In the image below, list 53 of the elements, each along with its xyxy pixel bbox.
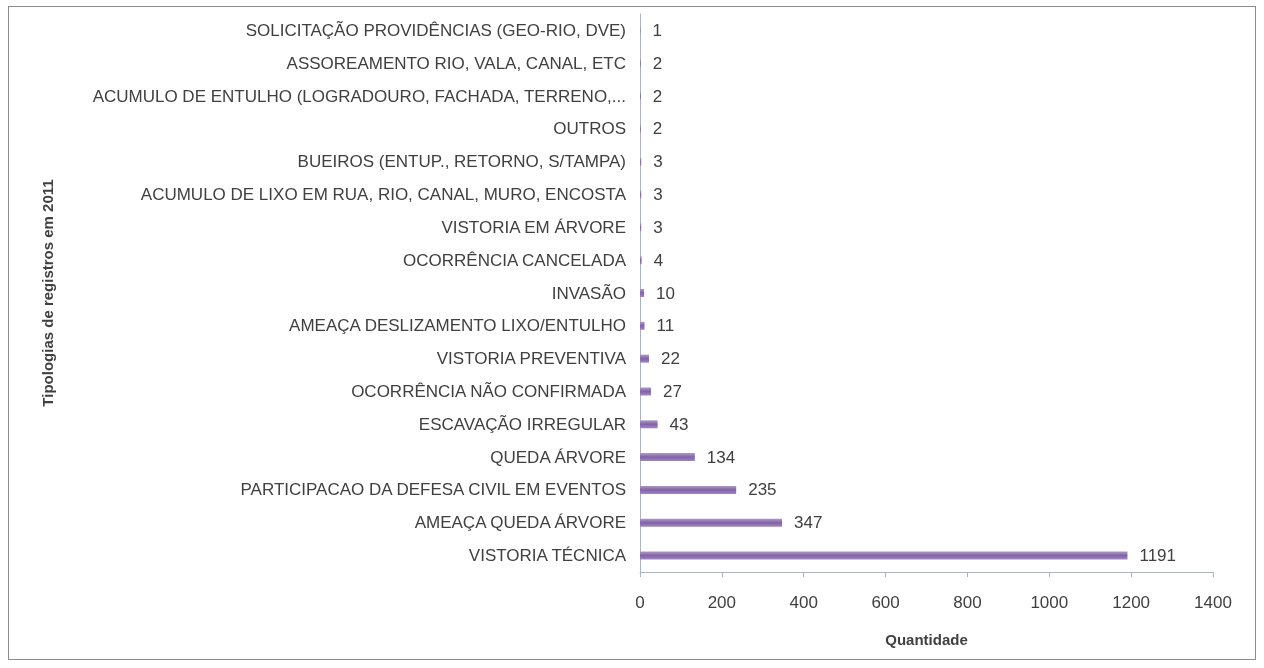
data-label: 235 [748, 480, 777, 500]
y-tick-label: ASSOREAMENTO RIO, VALA, CANAL, ETC [286, 53, 626, 73]
bar [640, 354, 649, 363]
y-tick-label: VISTORIA EM ÁRVORE [441, 217, 626, 237]
y-tick-label: OUTROS [553, 119, 626, 139]
bar [640, 518, 783, 527]
x-axis-title: Quantidade [885, 631, 968, 648]
data-label: 27 [663, 381, 682, 401]
y-tick-label: AMEAÇA QUEDA ÁRVORE [414, 513, 626, 533]
bar [640, 420, 658, 429]
y-tick-label: AMEAÇA DESLIZAMENTO LIXO/ENTULHO [289, 316, 626, 336]
x-tick-label: 400 [789, 593, 818, 612]
data-label: 134 [706, 447, 736, 467]
data-label: 3 [653, 185, 663, 205]
data-label: 1191 [1139, 546, 1177, 566]
x-tick-label: 1000 [1030, 593, 1069, 612]
y-tick-label: INVASÃO [551, 283, 626, 303]
y-tick-label: ACUMULO DE LIXO EM RUA, RIO, CANAL, MURO, ENCOSTA [140, 185, 627, 205]
y-tick-label: VISTORIA PREVENTIVA [436, 349, 627, 369]
x-tick-label: 0 [635, 593, 645, 612]
y-tick-label: SOLICITAÇÃO PROVIDÊNCIAS (GEO-RIO, DVE) [245, 20, 626, 40]
data-label: 2 [652, 53, 663, 73]
data-label: 3 [653, 152, 663, 172]
bar [640, 387, 652, 396]
data-label: 43 [669, 414, 689, 434]
x-tick-label: 800 [953, 593, 982, 612]
bar [640, 551, 1128, 560]
bar [640, 485, 737, 494]
x-tick-label: 600 [871, 593, 900, 612]
y-tick-label: ESCAVAÇÃO IRREGULAR [418, 414, 626, 434]
y-tick-label: ACUMULO DE ENTULHO (LOGRADOURO, FACHADA, TERRENO,... [92, 86, 626, 106]
y-tick-label: VISTORIA TÉCNICA [468, 546, 627, 566]
x-tick-label: 1200 [1112, 593, 1151, 612]
data-label: 11 [656, 316, 675, 336]
y-tick-label: OCORRÊNCIA NÃO CONFIRMADA [351, 381, 627, 401]
bar [640, 289, 645, 297]
y-axis-title: Tipologias de registros em 2011 [39, 179, 56, 407]
x-tick-label: 200 [707, 593, 737, 612]
data-label: 2 [652, 119, 663, 139]
bar [640, 321, 645, 330]
y-tick-label: OCORRÊNCIA CANCELADA [403, 250, 627, 270]
data-label: 347 [794, 513, 823, 533]
data-label: 1 [652, 20, 662, 40]
data-label: 3 [653, 217, 663, 237]
y-tick-label: BUEIROS (ENTUP., RETORNO, S/TAMPA) [297, 152, 626, 172]
data-label: 4 [653, 250, 664, 270]
bar [640, 453, 695, 462]
y-tick-label: QUEDA ÁRVORE [490, 447, 626, 467]
data-label: 22 [661, 349, 680, 369]
x-tick-label: 1400 [1194, 593, 1232, 612]
data-label: 10 [656, 283, 676, 303]
data-label: 2 [652, 86, 663, 106]
y-tick-label: PARTICIPACAO DA DEFESA CIVIL EM EVENTOS [240, 480, 626, 500]
